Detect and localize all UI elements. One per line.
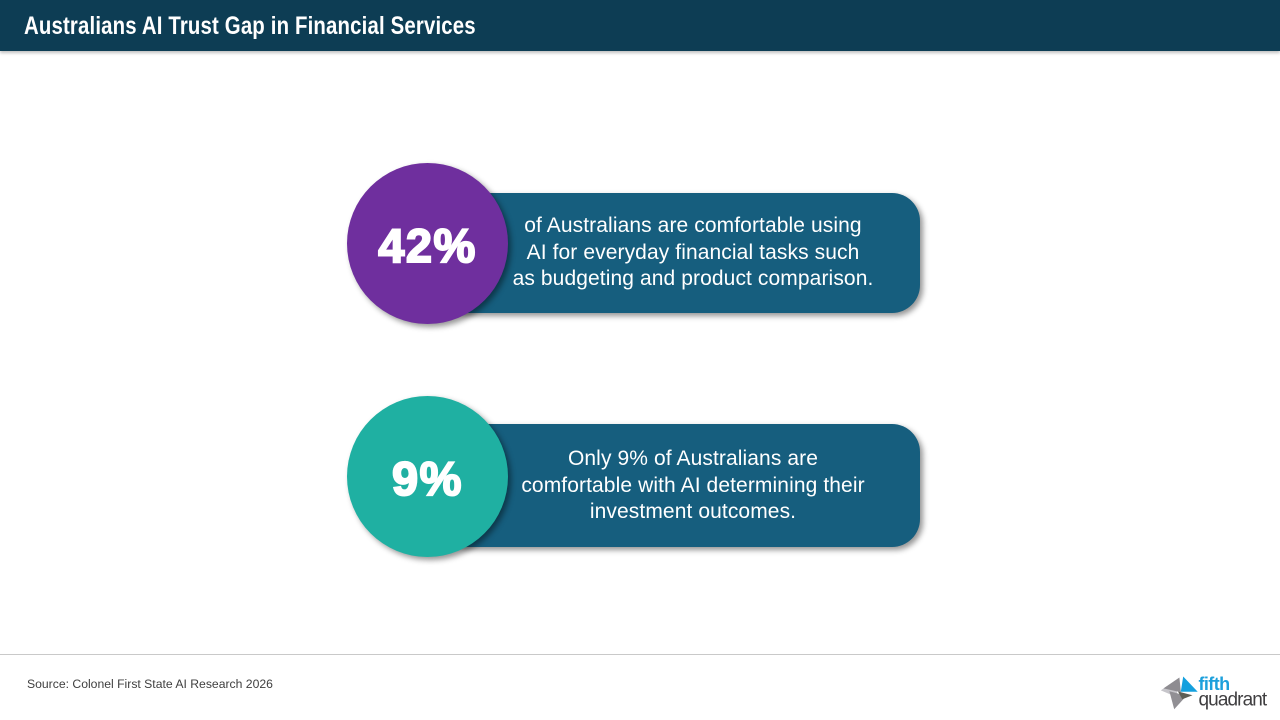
svg-text:quadrant: quadrant (1199, 690, 1268, 711)
svg-text:fifth: fifth (1199, 674, 1230, 694)
